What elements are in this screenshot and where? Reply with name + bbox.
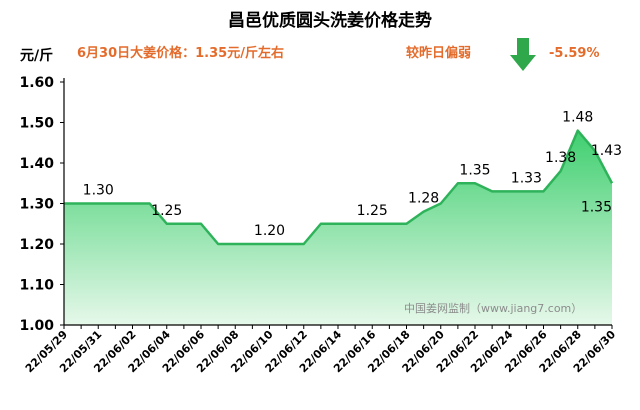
y-axis-unit: 元/斤: [20, 47, 53, 64]
data-label: 1.38: [545, 150, 576, 166]
price-area-fill: [64, 130, 612, 325]
data-label: 1.35: [581, 199, 612, 215]
chart-title: 昌邑优质圆头洗姜价格走势: [228, 10, 432, 31]
data-label: 1.20: [254, 223, 285, 239]
watermark: 中国姜网监制（www.jiang7.com）: [404, 301, 582, 315]
data-label: 1.30: [83, 183, 114, 199]
plot-area: 1.001.101.201.301.401.501.6022/05/2922/0…: [19, 75, 622, 375]
data-label: 1.48: [562, 110, 593, 126]
data-label: 1.25: [151, 203, 182, 219]
y-tick-label: 1.50: [19, 116, 54, 132]
price-line: [64, 129, 614, 246]
y-tick-label: 1.30: [19, 197, 54, 213]
down-arrow-icon: [510, 38, 536, 71]
price-info: 6月30日大姜价格：1.35元/斤左右: [77, 45, 284, 61]
data-label: 1.25: [357, 203, 388, 219]
y-tick-label: 1.40: [19, 156, 54, 172]
y-tick-label: 1.20: [19, 237, 54, 253]
data-label: 1.33: [511, 170, 542, 186]
y-tick-label: 1.60: [19, 75, 54, 91]
data-label: 1.28: [408, 191, 439, 207]
data-label: 1.43: [591, 143, 622, 159]
change-percent: -5.59%: [549, 46, 600, 61]
y-tick-label: 1.10: [19, 278, 54, 294]
compare-label: 较昨日偏弱: [406, 45, 471, 61]
data-label: 1.35: [459, 162, 490, 178]
y-tick-label: 1.00: [19, 318, 54, 334]
